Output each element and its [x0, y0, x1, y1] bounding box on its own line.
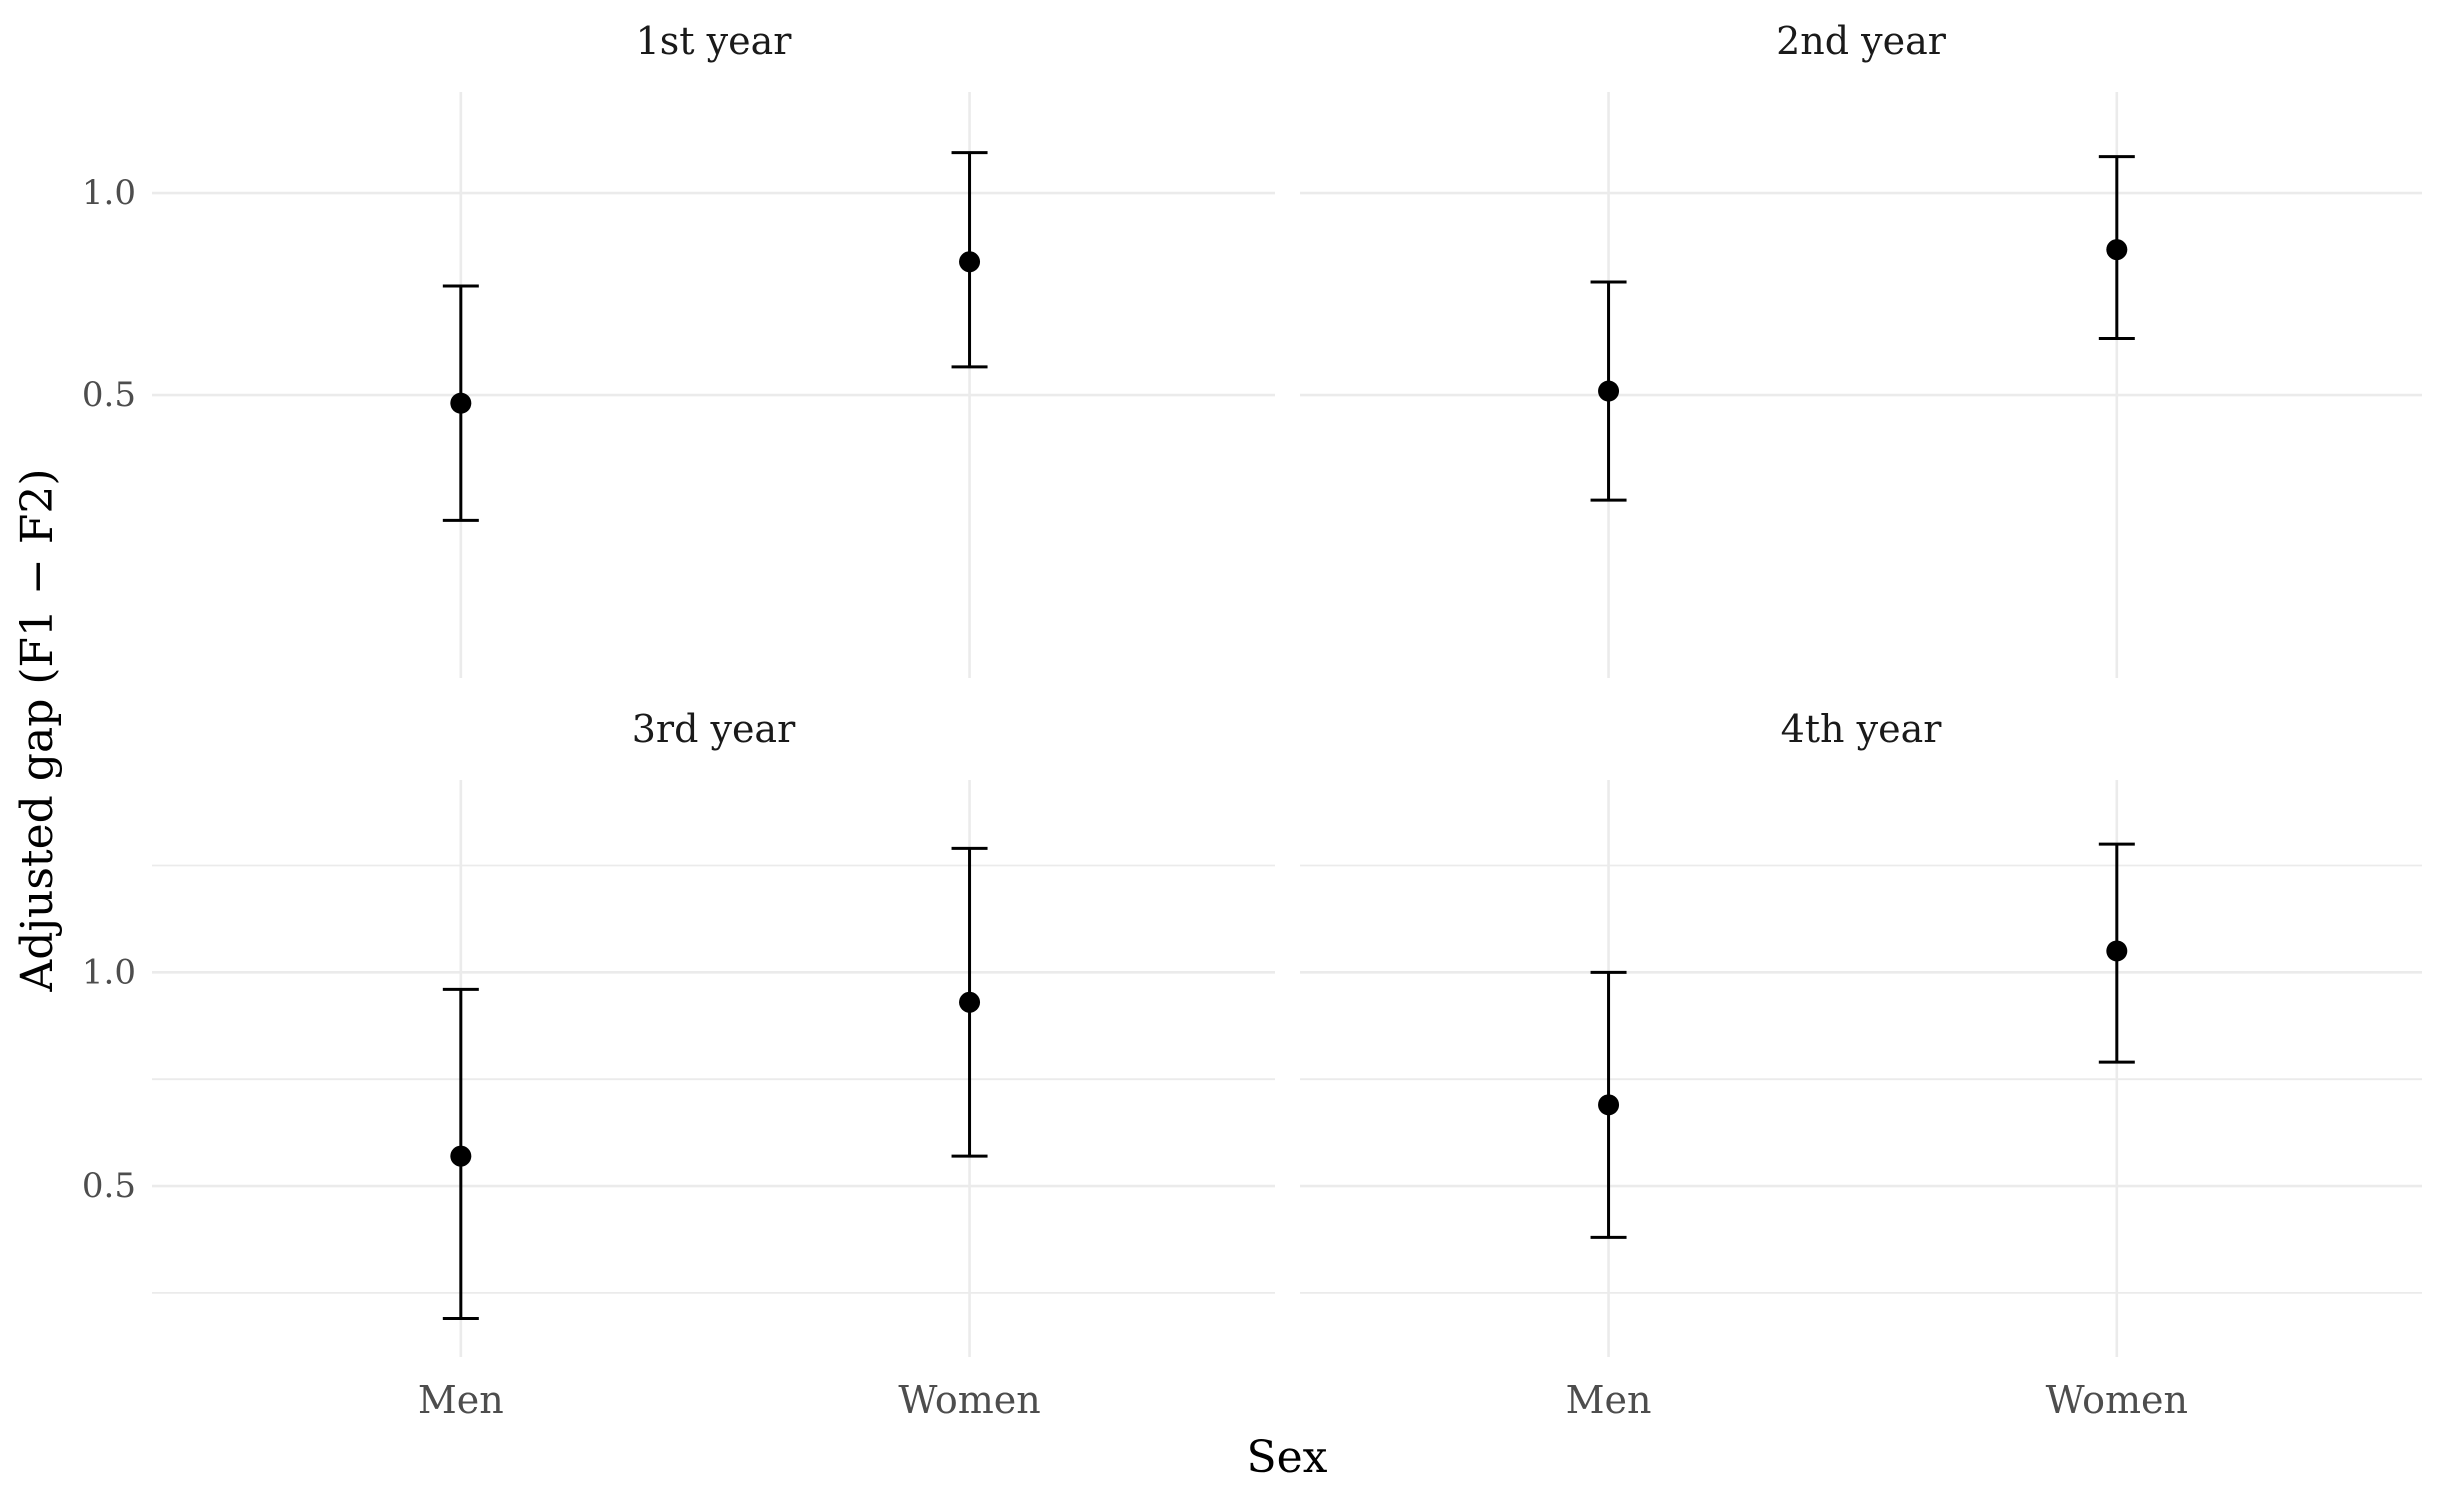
- x-axis-title: Sex: [1247, 1432, 1328, 1483]
- panel-2-point-men: [1598, 380, 1620, 402]
- panel-3-strip-title: 3rd year: [632, 707, 796, 751]
- panel-1-point-men: [450, 392, 472, 414]
- x-tick-label: Women: [2046, 1378, 2188, 1422]
- panel-3-point-women: [959, 991, 981, 1013]
- y-axis-title: Adjusted gap (F1 − F2): [12, 468, 63, 992]
- panel-4-point-men: [1598, 1094, 1620, 1116]
- panel-3-point-men: [450, 1145, 472, 1167]
- panel-1-strip-title: 1st year: [636, 19, 793, 63]
- y-tick-label: 0.5: [82, 1166, 136, 1206]
- panel-2-point-women: [2106, 239, 2128, 261]
- panel-1-point-women: [959, 251, 981, 273]
- x-tick-label: Men: [1566, 1378, 1652, 1422]
- y-tick-label: 1.0: [82, 952, 136, 992]
- y-tick-label: 1.0: [82, 173, 136, 213]
- y-tick-label: 0.5: [82, 375, 136, 415]
- x-tick-label: Women: [898, 1378, 1040, 1422]
- panel-4-point-women: [2106, 940, 2128, 962]
- panel-2-strip-title: 2nd year: [1776, 19, 1947, 63]
- panel-4-strip-title: 4th year: [1781, 707, 1943, 751]
- x-tick-label: Men: [418, 1378, 504, 1422]
